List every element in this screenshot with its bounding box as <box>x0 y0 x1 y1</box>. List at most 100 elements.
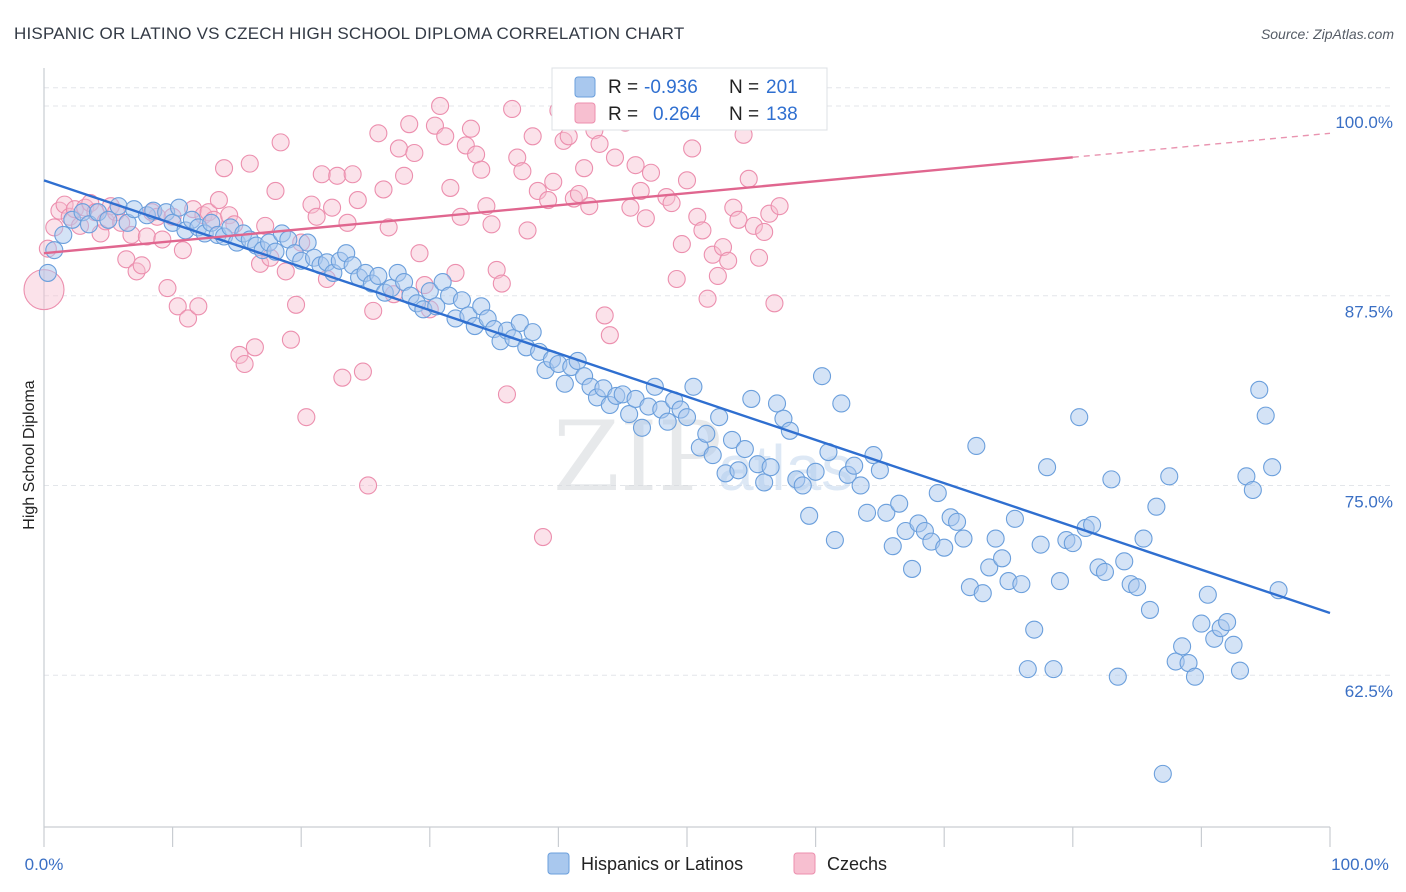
x-tick-label-left: 0.0% <box>25 855 64 874</box>
czechs-point <box>364 301 383 320</box>
czechs-point <box>595 306 614 325</box>
czechs-point <box>749 248 769 267</box>
y-tick-label: 62.5% <box>1345 682 1393 701</box>
hispanics-point <box>948 512 967 531</box>
czechs-point <box>755 222 774 241</box>
trend-lines <box>43 132 1331 615</box>
hispanics-point <box>793 476 812 495</box>
legend-top-r-value-2: 0.264 <box>653 104 701 125</box>
czechs-point <box>626 156 645 175</box>
hispanics-point <box>729 461 748 480</box>
czechs-point <box>132 256 151 275</box>
czechs-point <box>765 294 784 313</box>
czechs-point <box>431 96 450 115</box>
legend-bottom-label-czechs: Czechs <box>827 854 887 874</box>
czechs-point <box>744 216 763 235</box>
hispanics-point <box>1115 552 1134 571</box>
czechs-point <box>580 197 599 216</box>
czechs-point <box>713 238 733 257</box>
czechs-point <box>760 204 779 223</box>
hispanics-point <box>1256 406 1275 425</box>
axes <box>43 68 1331 847</box>
hispanics-point <box>99 210 118 229</box>
czechs-point <box>667 269 686 289</box>
hispanics-point <box>45 241 64 260</box>
hispanics-point <box>735 439 754 459</box>
czechs-point <box>544 172 563 191</box>
hispanics-point <box>1025 620 1044 639</box>
legend-bottom: Hispanics or Latinos Czechs <box>547 852 887 875</box>
hispanics-point <box>298 233 317 252</box>
czechs-point <box>461 119 481 138</box>
legend-top-swatch-blue <box>574 76 596 98</box>
czechs-point <box>729 210 748 229</box>
czechs-point <box>739 169 758 188</box>
czechs-point <box>333 368 352 387</box>
czechs-point <box>178 309 198 328</box>
czechs-point <box>245 338 264 357</box>
czechs-point <box>230 345 249 364</box>
legend-top: R = -0.936 N = 201 R = 0.264 N = 138 <box>551 67 828 131</box>
hispanics-point <box>54 225 73 245</box>
czechs-point <box>693 221 712 240</box>
hispanics-point <box>857 503 877 522</box>
czechs-point <box>312 165 331 184</box>
czechs-point <box>539 191 558 210</box>
hispanics-point <box>755 473 774 492</box>
hispanics-point <box>928 483 947 503</box>
hispanics-point <box>883 537 902 556</box>
hispanics-point <box>79 215 99 234</box>
hispanics-point <box>1173 637 1192 656</box>
hispanics-point <box>1198 585 1217 604</box>
czechs-point <box>662 194 681 213</box>
hispanics-point <box>722 430 742 449</box>
czechs-point <box>698 289 717 308</box>
czechs-point <box>672 235 691 254</box>
czechs-point <box>513 162 532 181</box>
hispanics-point <box>677 408 697 427</box>
hispanics-point <box>1102 470 1121 489</box>
hispanics-point <box>954 529 973 548</box>
legend-bottom-label-hispanics: Hispanics or Latinos <box>581 854 743 874</box>
hispanics-point <box>1153 764 1172 783</box>
czechs-point <box>631 181 650 201</box>
czechs-point <box>168 297 187 316</box>
czechs-point <box>235 354 254 374</box>
hispanics-point <box>1147 497 1166 516</box>
hispanics-point <box>851 476 870 495</box>
czechs-point <box>770 197 789 216</box>
hispanics-point <box>1160 467 1179 486</box>
czechs-point <box>209 191 228 210</box>
hispanics-point <box>767 394 787 413</box>
czechs-point <box>266 181 285 201</box>
hispanics-point <box>420 282 439 301</box>
hispanics-point <box>890 494 909 513</box>
y-tick-label: 87.5% <box>1345 303 1393 322</box>
czechs-point <box>600 326 619 345</box>
czechs-point <box>189 297 208 316</box>
czechs-point <box>436 127 455 146</box>
hispanics-point <box>832 394 851 413</box>
czechs-point <box>153 230 172 249</box>
czechs-point <box>410 244 429 263</box>
czechs-point <box>379 218 398 237</box>
legend-bottom-swatch-pink <box>793 852 816 875</box>
grid-lines <box>44 87 1394 676</box>
hispanics-point <box>1250 380 1269 399</box>
hispanics-point <box>369 266 388 286</box>
czechs-point <box>677 171 697 190</box>
czechs-point <box>492 274 511 293</box>
hispanics-point <box>38 263 57 282</box>
hispanics-point <box>864 446 883 465</box>
hispanics-point <box>1134 529 1153 548</box>
hispanics-point <box>993 549 1012 568</box>
hispanics-point <box>1192 614 1211 633</box>
czechs-point <box>328 166 347 185</box>
czechs-point <box>472 160 491 179</box>
hispanics-point <box>1018 660 1037 679</box>
czechs-point <box>590 134 609 153</box>
czechs-point <box>297 408 316 427</box>
watermark-zip: ZIP <box>553 401 722 513</box>
czechs-point <box>276 262 295 281</box>
